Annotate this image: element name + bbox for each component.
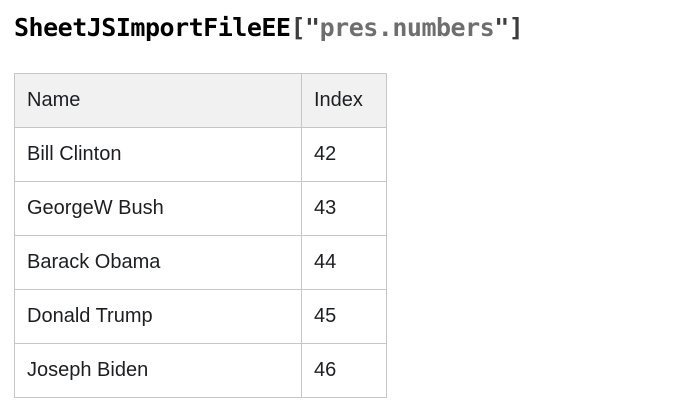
title-bracket-open: [" [290,13,320,42]
title-sheet-name: pres.numbers [319,13,495,42]
cell-index: 43 [301,181,387,236]
cell-name: Donald Trump [14,289,302,344]
table-row: Barack Obama 44 [14,235,387,290]
column-header-name: Name [14,73,302,128]
cell-index: 46 [301,343,387,398]
table-row: Bill Clinton 42 [14,127,387,182]
table-body: Bill Clinton 42 GeorgeW Bush 43 Barack Obama… [14,127,387,398]
table-row: Donald Trump 45 [14,289,387,344]
cell-name: Barack Obama [14,235,302,290]
presidents-table: Name Index Bill Clinton 42 GeorgeW Bush 43 B… [14,73,387,398]
table-row: Joseph Biden 46 [14,343,387,398]
table-row: GeorgeW Bush 43 [14,181,387,236]
cell-index: 42 [301,127,387,182]
title-bracket-close: "] [494,13,524,42]
page-title: SheetJSImportFileEE["pres.numbers"] [14,10,684,46]
cell-name: Joseph Biden [14,343,302,398]
column-header-index: Index [301,73,387,128]
table-header-row: Name Index [14,73,387,128]
title-object-name: SheetJSImportFileEE [14,13,291,42]
cell-index: 45 [301,289,387,344]
cell-name: GeorgeW Bush [14,181,302,236]
cell-index: 44 [301,235,387,290]
cell-name: Bill Clinton [14,127,302,182]
